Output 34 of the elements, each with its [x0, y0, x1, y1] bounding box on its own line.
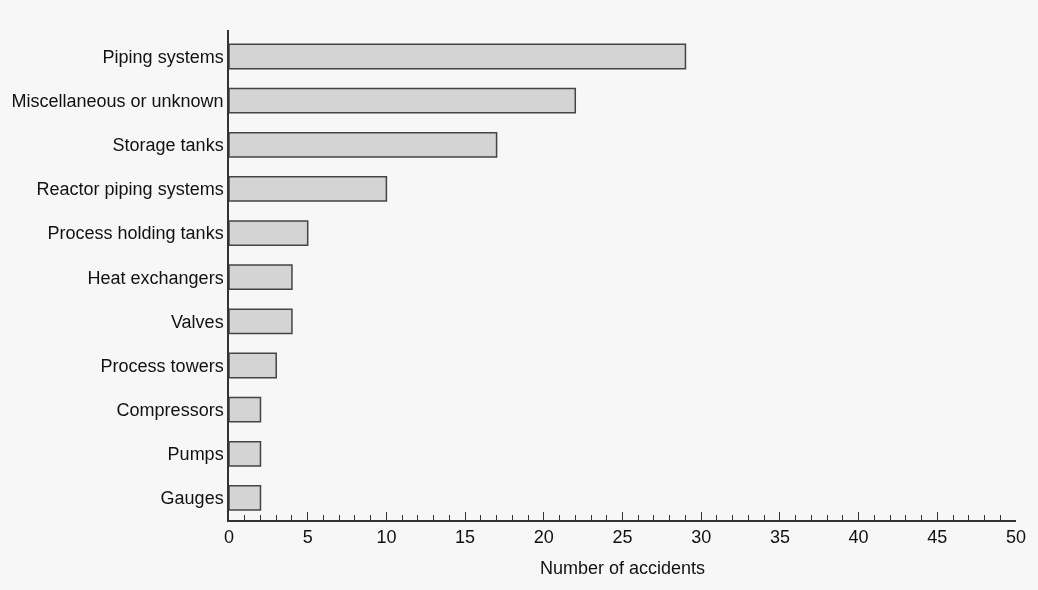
y-tick-label: Reactor piping systems [36, 179, 224, 200]
x-tick-label: 25 [612, 527, 633, 548]
x-tick-label: 15 [455, 527, 476, 548]
y-tick-label: Compressors [116, 399, 224, 420]
bar [229, 485, 262, 511]
bar [229, 220, 309, 246]
y-tick-label: Valves [170, 311, 224, 332]
bar [229, 440, 262, 467]
x-tick-label: 35 [769, 527, 790, 548]
y-tick-label: Pumps [167, 444, 224, 465]
x-tick-label: 45 [927, 527, 948, 548]
bar [229, 396, 262, 423]
bar [229, 352, 277, 379]
x-tick-label: 10 [376, 527, 397, 548]
x-tick-label: 30 [691, 527, 712, 548]
bar [229, 43, 687, 70]
y-tick-label: Piping systems [102, 46, 224, 67]
bar [229, 176, 388, 202]
y-tick-label: Storage tanks [112, 135, 224, 156]
y-tick-label: Miscellaneous or unknown [11, 90, 224, 111]
x-tick-label: 20 [533, 527, 554, 548]
y-tick-label: Heat exchangers [87, 267, 224, 288]
x-tick-label: 40 [848, 527, 869, 548]
x-axis-title: Number of accidents [539, 557, 706, 578]
x-tick-label: 0 [223, 527, 235, 548]
bar [229, 264, 293, 291]
x-tick-label: 50 [1005, 527, 1027, 548]
y-tick-label: Gauges [160, 488, 224, 509]
x-tick-label: 5 [302, 527, 313, 548]
y-tick-label: Process towers [100, 355, 224, 376]
bar [229, 131, 498, 158]
bar [229, 308, 293, 335]
bar [229, 87, 577, 114]
y-tick-label: Process holding tanks [47, 223, 224, 244]
